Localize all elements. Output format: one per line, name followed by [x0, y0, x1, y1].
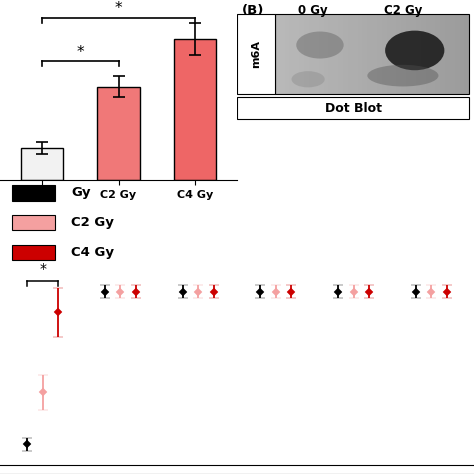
- Bar: [237, 14, 275, 94]
- Bar: [416, 14, 421, 94]
- Bar: [377, 14, 382, 94]
- Ellipse shape: [385, 31, 444, 70]
- Text: (B): (B): [242, 4, 264, 17]
- Bar: [396, 14, 401, 94]
- Bar: [372, 14, 377, 94]
- Bar: [237, 97, 469, 119]
- Text: *: *: [76, 45, 84, 60]
- Ellipse shape: [292, 71, 325, 87]
- Text: C2 Gy: C2 Gy: [384, 4, 422, 17]
- Bar: [98, 87, 139, 180]
- Bar: [357, 14, 362, 94]
- Text: Gy: Gy: [71, 186, 91, 200]
- Bar: [382, 14, 387, 94]
- Bar: [299, 14, 304, 94]
- Bar: [284, 14, 290, 94]
- Bar: [12, 215, 55, 230]
- Bar: [290, 14, 294, 94]
- Text: m6A: m6A: [251, 40, 261, 68]
- Bar: [363, 14, 367, 94]
- Bar: [21, 148, 63, 180]
- Text: Dot Blot: Dot Blot: [325, 101, 382, 115]
- Bar: [314, 14, 319, 94]
- Bar: [406, 14, 411, 94]
- Text: 0 Gy: 0 Gy: [298, 4, 328, 17]
- Bar: [348, 14, 353, 94]
- Bar: [323, 14, 328, 94]
- Bar: [275, 14, 469, 94]
- Bar: [319, 14, 323, 94]
- Bar: [465, 14, 469, 94]
- Ellipse shape: [296, 31, 344, 59]
- Text: C4 Gy: C4 Gy: [71, 246, 114, 259]
- Bar: [426, 14, 430, 94]
- Bar: [455, 14, 460, 94]
- Text: C2 Gy: C2 Gy: [71, 216, 114, 229]
- Bar: [392, 14, 396, 94]
- Bar: [333, 14, 338, 94]
- Bar: [450, 14, 455, 94]
- Bar: [275, 14, 280, 94]
- Bar: [280, 14, 284, 94]
- Bar: [421, 14, 426, 94]
- Text: *: *: [115, 1, 122, 16]
- Bar: [304, 14, 309, 94]
- Bar: [440, 14, 445, 94]
- Bar: [430, 14, 435, 94]
- Bar: [12, 185, 55, 201]
- Bar: [459, 14, 465, 94]
- Bar: [343, 14, 348, 94]
- Bar: [411, 14, 416, 94]
- Text: *: *: [39, 262, 46, 276]
- Bar: [174, 38, 216, 180]
- Bar: [367, 14, 372, 94]
- Ellipse shape: [367, 65, 438, 86]
- Bar: [338, 14, 343, 94]
- Bar: [294, 14, 299, 94]
- Bar: [435, 14, 440, 94]
- Bar: [353, 14, 357, 94]
- Bar: [401, 14, 406, 94]
- Bar: [445, 14, 450, 94]
- Bar: [387, 14, 392, 94]
- Bar: [309, 14, 314, 94]
- Bar: [328, 14, 333, 94]
- Bar: [275, 14, 469, 94]
- Bar: [12, 245, 55, 260]
